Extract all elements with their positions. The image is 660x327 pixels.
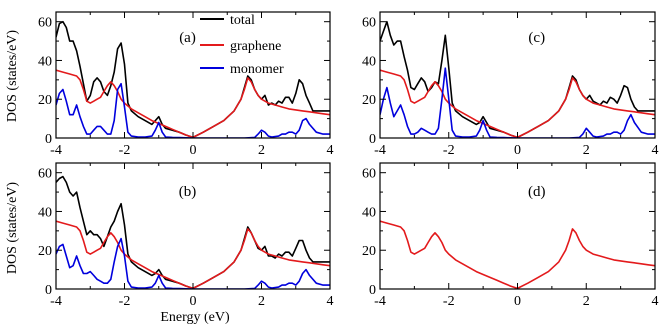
x-tick-label: 4 (652, 294, 659, 309)
plot-frame (55, 162, 331, 290)
panel-label: (c) (528, 30, 545, 46)
x-tick-label: 2 (258, 143, 265, 158)
x-tick-label: -4 (374, 294, 386, 309)
y-axis-title-top: DOS (states/eV) (5, 30, 20, 122)
y-tick-label: 60 (38, 167, 52, 182)
x-tick-label: -2 (119, 294, 131, 309)
series-group (56, 175, 330, 289)
series-group (380, 20, 655, 138)
x-tick-label: 2 (583, 294, 590, 309)
y-tick-label: 40 (38, 54, 52, 69)
y-tick-label: 20 (362, 93, 376, 108)
series-line-monomer (380, 67, 655, 138)
panel-label: (d) (528, 184, 546, 200)
y-tick-label: 0 (45, 132, 52, 147)
y-tick-label: 40 (362, 54, 376, 69)
y-tick-label: 60 (362, 167, 376, 182)
series-group (56, 20, 330, 138)
x-tick-label: 4 (652, 143, 659, 158)
legend: total graphene monomer (200, 13, 284, 77)
x-tick-label: 4 (327, 143, 334, 158)
x-tick-label: -4 (50, 143, 62, 158)
legend-label-graphene: graphene (230, 39, 281, 54)
x-tick-label: 2 (258, 294, 265, 309)
x-tick-label: 4 (327, 294, 334, 309)
x-tick-label: 2 (583, 143, 590, 158)
panel-label: (a) (179, 30, 196, 46)
legend-label-monomer: monomer (230, 62, 284, 77)
x-tick-label: 0 (514, 294, 521, 309)
series-line-graphene (380, 69, 655, 138)
y-axis-title-bottom: DOS (states/eV) (5, 182, 20, 274)
y-tick-label: 20 (362, 244, 376, 259)
y-tick-label: 60 (362, 16, 376, 31)
legend-label-total: total (230, 13, 255, 28)
series-line-graphene (56, 220, 330, 289)
plot-frame (379, 11, 656, 139)
y-tick-label: 0 (369, 132, 376, 147)
x-tick-label: -2 (443, 143, 455, 158)
x-tick-label: -4 (374, 143, 386, 158)
y-tick-label: 0 (45, 283, 52, 298)
x-tick-label: 0 (190, 143, 197, 158)
y-tick-label: 20 (38, 244, 52, 259)
series-line-monomer (56, 237, 330, 289)
x-tick-label: 0 (514, 143, 521, 158)
x-axis-title: Energy (eV) (160, 310, 230, 325)
x-tick-label: -2 (119, 143, 131, 158)
series-line-graphene (380, 220, 655, 289)
x-tick-label: -2 (443, 294, 455, 309)
series-line-graphene (56, 69, 330, 138)
series-line-total (380, 20, 655, 138)
x-tick-label: 0 (190, 294, 197, 309)
y-tick-label: 20 (38, 93, 52, 108)
panel-label: (b) (179, 184, 197, 200)
plot-frame (379, 162, 656, 290)
y-tick-label: 40 (38, 205, 52, 220)
series-group (380, 220, 655, 289)
y-tick-label: 0 (369, 283, 376, 298)
y-tick-label: 40 (362, 205, 376, 220)
series-line-monomer (56, 82, 330, 138)
y-tick-label: 60 (38, 16, 52, 31)
x-tick-label: -4 (50, 294, 62, 309)
